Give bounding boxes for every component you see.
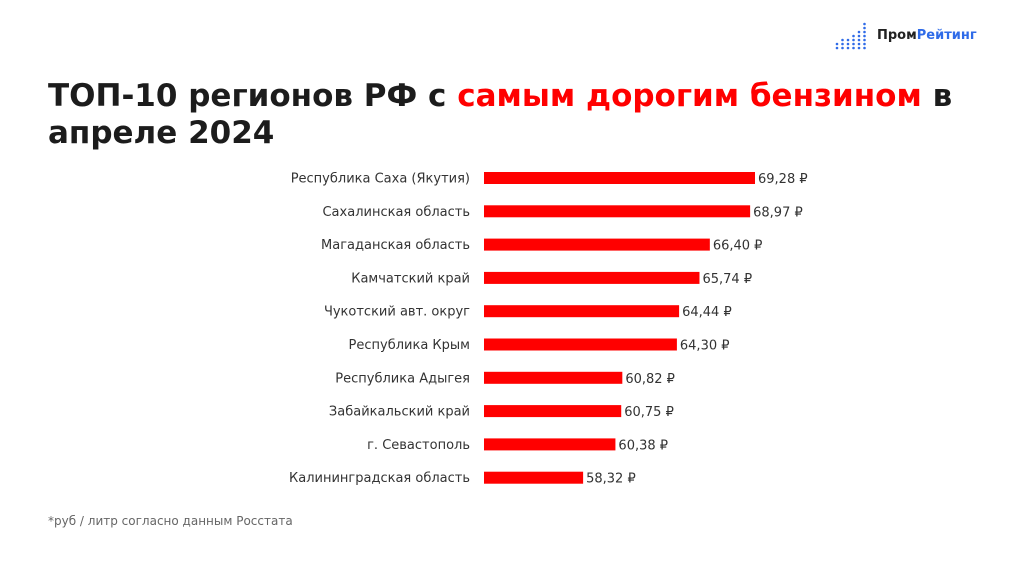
title-part2: в апреле 2024	[48, 78, 953, 151]
value-label: 65,74 ₽	[702, 272, 752, 287]
logo-dot	[857, 30, 861, 34]
logo-text-part2: Рейтинг	[916, 27, 977, 43]
logo-dot	[857, 38, 861, 42]
logo-text: ПромРейтинг	[877, 28, 977, 43]
category-label: Чукотский авт. округ	[324, 305, 470, 320]
logo-dot	[841, 42, 844, 46]
bar	[484, 438, 616, 451]
value-label: 60,75 ₽	[624, 405, 674, 420]
logo-dot	[863, 34, 866, 38]
value-label: 64,44 ₽	[682, 305, 732, 320]
bar	[484, 305, 680, 318]
logo-text-part1: Пром	[877, 27, 917, 43]
logo-dot	[857, 42, 861, 46]
category-label: Республика Саха (Якутия)	[291, 172, 470, 187]
logo-dot	[852, 42, 855, 46]
logo-dot	[857, 34, 861, 38]
value-label: 64,30 ₽	[680, 339, 730, 354]
logo-dot	[863, 22, 866, 26]
value-label: 58,32 ₽	[586, 472, 636, 487]
bar	[484, 172, 755, 184]
category-label: Республика Крым	[349, 338, 470, 353]
value-label: 68,97 ₽	[753, 205, 803, 220]
bar	[484, 238, 710, 251]
logo-dot	[863, 30, 866, 34]
value-label: 60,38 ₽	[618, 438, 668, 453]
page-title: ТОП-10 регионов РФ с самым дорогим бензи…	[48, 78, 988, 152]
logo-dot	[852, 46, 855, 50]
value-label: 66,40 ₽	[713, 239, 763, 254]
bar	[484, 405, 622, 418]
footnote: *руб / литр согласно данным Росстата	[48, 514, 293, 528]
category-label: Калининградская область	[289, 471, 470, 486]
category-label: Магаданская область	[321, 238, 470, 253]
bar	[484, 338, 677, 351]
category-label: Сахалинская область	[322, 205, 470, 220]
bar	[484, 371, 623, 384]
bar	[484, 205, 751, 218]
category-label: Республика Адыгея	[335, 371, 470, 386]
category-label: г. Севастополь	[367, 438, 470, 453]
logo-dot	[863, 46, 866, 50]
logo-dot	[852, 34, 855, 38]
logo-dot	[841, 38, 844, 42]
logo-dot	[835, 46, 839, 50]
logo-dot	[863, 38, 866, 42]
logo-dot	[841, 46, 844, 50]
category-label: Камчатский край	[351, 271, 470, 286]
logo-dots-icon	[835, 22, 866, 50]
logo-dot	[846, 42, 850, 46]
title-part1: ТОП-10 регионов РФ с	[48, 78, 458, 114]
value-label: 69,28 ₽	[758, 172, 808, 187]
logo-dot	[835, 42, 839, 46]
logo-dot	[857, 46, 861, 50]
logo-dot	[846, 46, 850, 50]
value-label: 60,82 ₽	[625, 372, 675, 387]
bar	[484, 471, 584, 484]
logo: ПромРейтинг	[835, 20, 977, 50]
category-label: Забайкальский край	[329, 405, 470, 420]
logo-dot	[846, 38, 850, 42]
logo-dot	[863, 42, 866, 46]
logo-dot	[863, 26, 866, 30]
logo-dot	[852, 38, 855, 42]
title-highlight: самым дорогим бензином	[457, 78, 922, 114]
bar	[484, 271, 700, 284]
